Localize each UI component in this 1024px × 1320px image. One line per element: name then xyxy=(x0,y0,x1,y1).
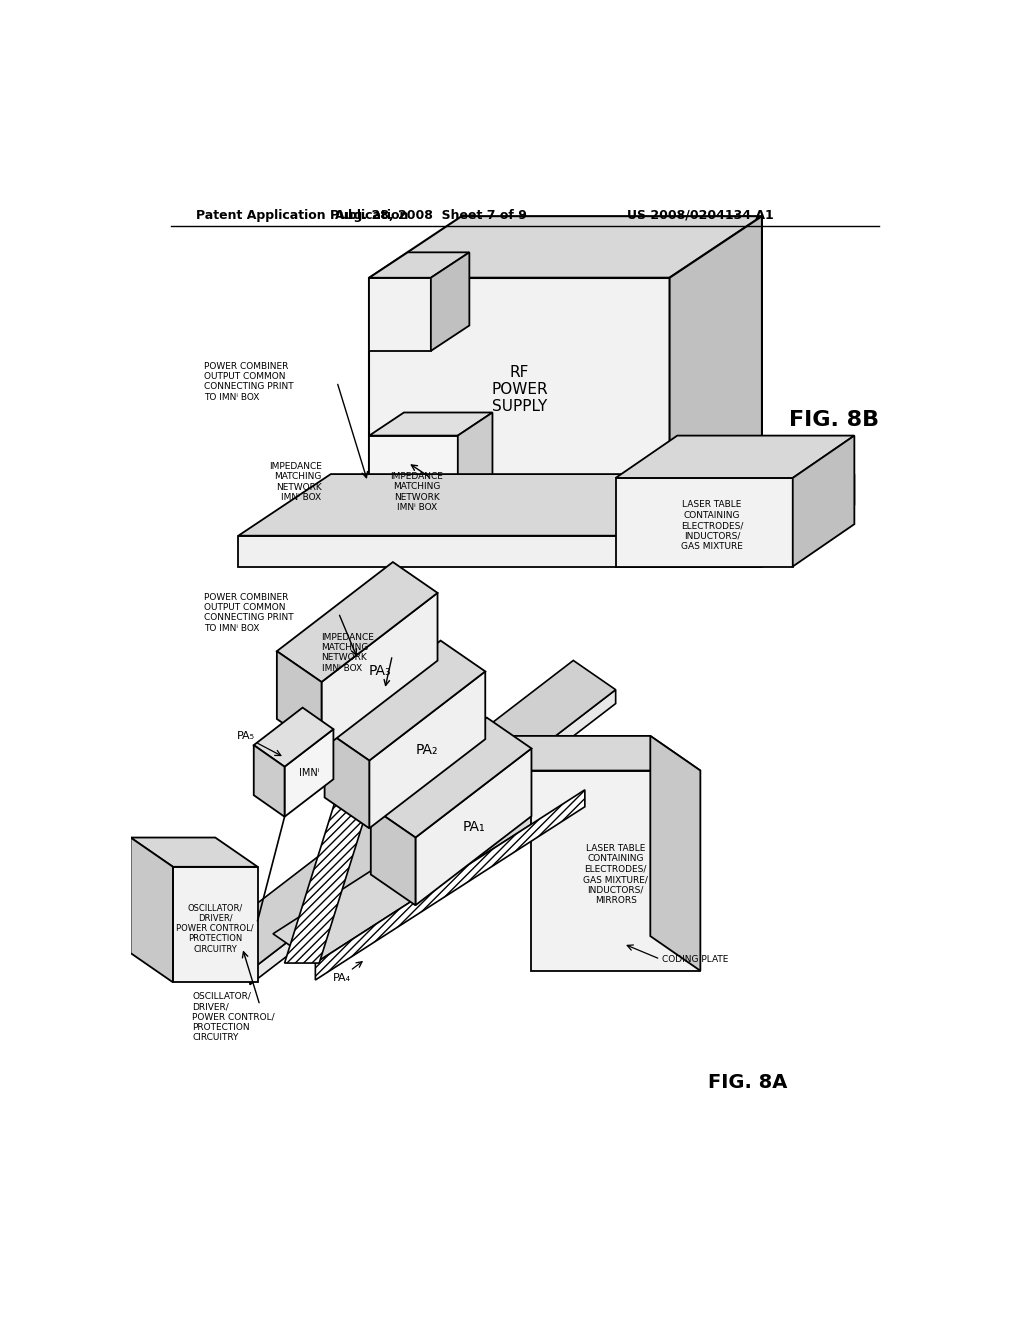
Polygon shape xyxy=(285,729,334,817)
Text: Aug. 28, 2008  Sheet 7 of 9: Aug. 28, 2008 Sheet 7 of 9 xyxy=(335,209,526,222)
Polygon shape xyxy=(273,760,585,964)
Polygon shape xyxy=(239,474,854,536)
Polygon shape xyxy=(531,771,700,970)
Polygon shape xyxy=(370,252,469,277)
Text: FIG. 8B: FIG. 8B xyxy=(788,411,879,430)
Polygon shape xyxy=(371,718,531,837)
Polygon shape xyxy=(458,412,493,536)
Polygon shape xyxy=(615,436,854,478)
Polygon shape xyxy=(285,655,416,964)
Polygon shape xyxy=(650,737,700,970)
Text: PA₃: PA₃ xyxy=(369,664,391,678)
Polygon shape xyxy=(276,651,322,750)
Polygon shape xyxy=(371,807,416,906)
Text: OSCILLATOR/
DRIVER/
POWER CONTROL/
PROTECTION
CIRCUITRY: OSCILLATOR/ DRIVER/ POWER CONTROL/ PROTE… xyxy=(176,903,254,953)
Polygon shape xyxy=(762,474,854,566)
Text: Patent Application Publication: Patent Application Publication xyxy=(196,209,409,222)
Text: IMPEDANCE
MATCHING
NETWORK
IMNⁱ BOX: IMPEDANCE MATCHING NETWORK IMNⁱ BOX xyxy=(322,632,375,673)
Text: LASER TABLE
CONTAINING
ELECTRODES/
GAS MIXTURE/
INDUCTORS/
MIRRORS: LASER TABLE CONTAINING ELECTRODES/ GAS M… xyxy=(584,843,648,906)
Polygon shape xyxy=(670,216,762,536)
Polygon shape xyxy=(370,672,485,829)
Text: PA₂: PA₂ xyxy=(416,743,438,756)
Polygon shape xyxy=(254,744,285,817)
Text: CODING PLATE: CODING PLATE xyxy=(662,954,728,964)
Text: POWER COMBINER
OUTPUT COMMON
CONNECTING PRINT
TO IMNⁱ BOX: POWER COMBINER OUTPUT COMMON CONNECTING … xyxy=(204,362,293,401)
Text: US 2008/0204134 A1: US 2008/0204134 A1 xyxy=(628,209,774,222)
Polygon shape xyxy=(370,277,431,351)
Polygon shape xyxy=(250,689,615,985)
Polygon shape xyxy=(131,837,173,982)
Polygon shape xyxy=(370,412,493,436)
Polygon shape xyxy=(315,789,585,979)
Text: OSCILLATOR/
DRIVER/
POWER CONTROL/
PROTECTION
CIRCUITRY: OSCILLATOR/ DRIVER/ POWER CONTROL/ PROTE… xyxy=(193,991,274,1043)
Polygon shape xyxy=(173,867,258,982)
Polygon shape xyxy=(481,737,700,771)
Text: IMNⁱ: IMNⁱ xyxy=(299,768,319,777)
Polygon shape xyxy=(239,536,762,566)
Polygon shape xyxy=(131,837,258,867)
Polygon shape xyxy=(370,277,670,536)
Text: FIG. 8A: FIG. 8A xyxy=(708,1073,787,1092)
Polygon shape xyxy=(370,216,762,277)
Text: LASER TABLE
CONTAINING
ELECTRODES/
INDUCTORS/
GAS MIXTURE: LASER TABLE CONTAINING ELECTRODES/ INDUC… xyxy=(681,500,743,550)
Polygon shape xyxy=(208,660,615,970)
Text: PA₄: PA₄ xyxy=(333,973,351,983)
Text: IMPEDANCE
MATCHING
NETWORK
IMNⁱ BOX: IMPEDANCE MATCHING NETWORK IMNⁱ BOX xyxy=(390,471,443,512)
Text: IMPEDANCE
MATCHING
NETWORK
IMNⁱ BOX: IMPEDANCE MATCHING NETWORK IMNⁱ BOX xyxy=(268,462,322,502)
Polygon shape xyxy=(325,730,370,829)
Polygon shape xyxy=(370,436,458,536)
Polygon shape xyxy=(416,748,531,906)
Polygon shape xyxy=(325,640,485,760)
Polygon shape xyxy=(431,252,469,351)
Polygon shape xyxy=(276,562,437,682)
Text: PA₅: PA₅ xyxy=(238,731,255,741)
Polygon shape xyxy=(793,436,854,566)
Text: PA₁: PA₁ xyxy=(462,820,484,834)
Polygon shape xyxy=(254,708,334,767)
Polygon shape xyxy=(615,478,793,566)
Text: POWER COMBINER
OUTPUT COMMON
CONNECTING PRINT
TO IMNⁱ BOX: POWER COMBINER OUTPUT COMMON CONNECTING … xyxy=(204,593,293,632)
Text: RF
POWER
SUPPLY: RF POWER SUPPLY xyxy=(492,364,548,414)
Polygon shape xyxy=(322,593,437,750)
